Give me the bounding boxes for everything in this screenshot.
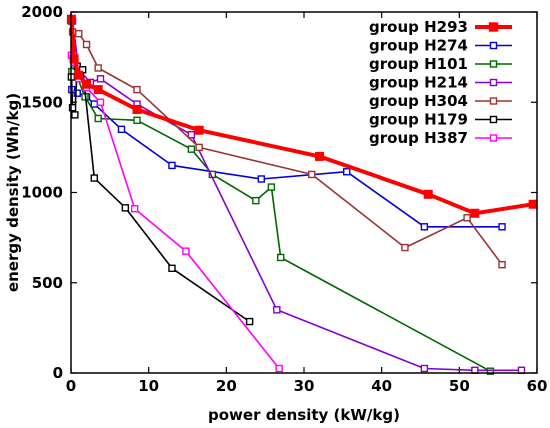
data-point bbox=[75, 29, 83, 38]
data-point bbox=[245, 317, 254, 326]
data-point bbox=[252, 196, 260, 205]
y-tick-label: 1500 bbox=[21, 93, 63, 111]
data-point bbox=[277, 253, 285, 262]
data-point bbox=[133, 116, 141, 125]
y-tick-label: 2000 bbox=[21, 3, 63, 21]
data-point bbox=[498, 261, 506, 269]
x-axis-label: power density (kW/kg) bbox=[208, 406, 400, 424]
data-point bbox=[257, 175, 265, 183]
series-group-h293 bbox=[66, 14, 538, 218]
data-point bbox=[275, 364, 283, 373]
data-point bbox=[267, 183, 276, 191]
data-point bbox=[420, 223, 429, 231]
data-point bbox=[82, 79, 92, 89]
data-point bbox=[528, 199, 538, 209]
legend-label: group H274 bbox=[369, 37, 468, 55]
y-tick-label: 1000 bbox=[21, 184, 63, 202]
y-tick-label: 0 bbox=[53, 364, 63, 382]
data-point bbox=[130, 205, 139, 213]
plot-frame bbox=[70, 11, 538, 374]
data-point bbox=[121, 204, 130, 212]
data-point bbox=[133, 85, 141, 94]
data-point bbox=[343, 168, 351, 176]
legend-swatch-marker bbox=[488, 22, 499, 32]
data-point bbox=[486, 367, 495, 375]
data-point bbox=[132, 104, 142, 114]
y-axis-label: energy density (Wh/kg) bbox=[4, 93, 22, 292]
x-tick-label: 30 bbox=[294, 377, 315, 395]
legend-label: group H101 bbox=[369, 55, 468, 73]
data-point bbox=[187, 145, 196, 153]
x-tick-label: 10 bbox=[138, 377, 159, 395]
data-point bbox=[69, 54, 79, 64]
data-point bbox=[74, 70, 84, 80]
data-point bbox=[117, 125, 126, 134]
data-point bbox=[93, 85, 103, 95]
data-point bbox=[195, 143, 203, 152]
data-point bbox=[94, 64, 102, 72]
data-point bbox=[194, 125, 204, 135]
data-point bbox=[82, 40, 91, 49]
data-point bbox=[94, 114, 102, 123]
legend-label: group H214 bbox=[369, 74, 468, 92]
legend-label: group H304 bbox=[369, 92, 468, 110]
legend-label: group H293 bbox=[369, 18, 468, 36]
legend-swatch-marker bbox=[489, 78, 498, 87]
data-point bbox=[401, 243, 409, 252]
data-point bbox=[273, 306, 281, 314]
data-point bbox=[187, 131, 196, 139]
data-point bbox=[73, 89, 81, 97]
data-point bbox=[96, 98, 105, 106]
legend-swatch-marker bbox=[489, 60, 498, 68]
legend-swatch-marker bbox=[489, 97, 498, 105]
data-point bbox=[96, 75, 105, 83]
data-point bbox=[315, 151, 325, 161]
data-point bbox=[168, 264, 176, 273]
x-tick-label: 50 bbox=[449, 377, 470, 395]
legend-swatch-marker bbox=[489, 41, 498, 50]
legend-label: group H179 bbox=[369, 111, 468, 129]
plot-series bbox=[66, 14, 538, 375]
y-tick-label: 500 bbox=[32, 274, 63, 292]
x-tick-label: 60 bbox=[527, 377, 548, 395]
x-tick-label: 40 bbox=[371, 377, 392, 395]
legend-swatch-marker bbox=[489, 134, 498, 142]
legend-swatch-marker bbox=[489, 115, 498, 124]
data-point bbox=[90, 174, 99, 182]
tick-labels: 0 10 20 30 40 50 60 0 500 1000 1500 2000 bbox=[21, 3, 547, 395]
data-point bbox=[308, 170, 316, 179]
data-point bbox=[498, 223, 506, 231]
x-tick-label: 0 bbox=[66, 377, 76, 395]
data-point bbox=[71, 111, 79, 119]
data-point bbox=[470, 208, 480, 218]
data-point bbox=[463, 214, 471, 222]
data-point bbox=[182, 247, 190, 255]
data-point bbox=[168, 161, 176, 170]
data-point bbox=[423, 189, 433, 199]
data-point bbox=[90, 100, 99, 108]
x-tick-label: 20 bbox=[216, 377, 237, 395]
data-point bbox=[420, 364, 429, 373]
data-point bbox=[68, 103, 77, 112]
legend-label: group H387 bbox=[369, 129, 468, 147]
